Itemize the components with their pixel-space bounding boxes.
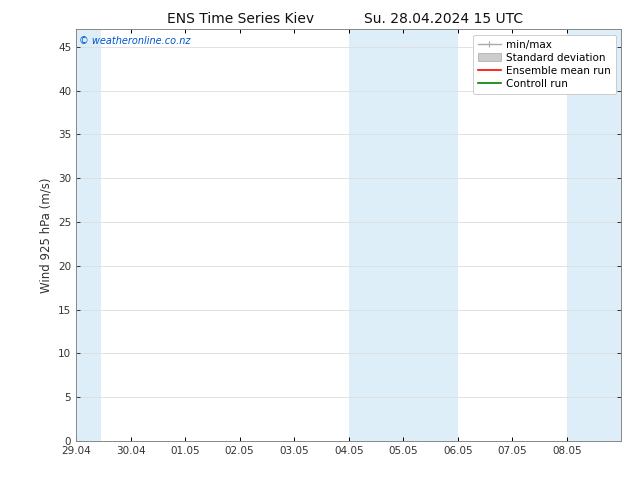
Bar	[567, 29, 621, 441]
Text: Su. 28.04.2024 15 UTC: Su. 28.04.2024 15 UTC	[365, 12, 523, 26]
Bar	[349, 29, 458, 441]
Bar	[76, 29, 101, 441]
Text: © weatheronline.co.nz: © weatheronline.co.nz	[79, 36, 190, 46]
Y-axis label: Wind 925 hPa (m/s): Wind 925 hPa (m/s)	[39, 177, 53, 293]
Text: ENS Time Series Kiev: ENS Time Series Kiev	[167, 12, 314, 26]
Legend: min/max, Standard deviation, Ensemble mean run, Controll run: min/max, Standard deviation, Ensemble me…	[473, 35, 616, 95]
